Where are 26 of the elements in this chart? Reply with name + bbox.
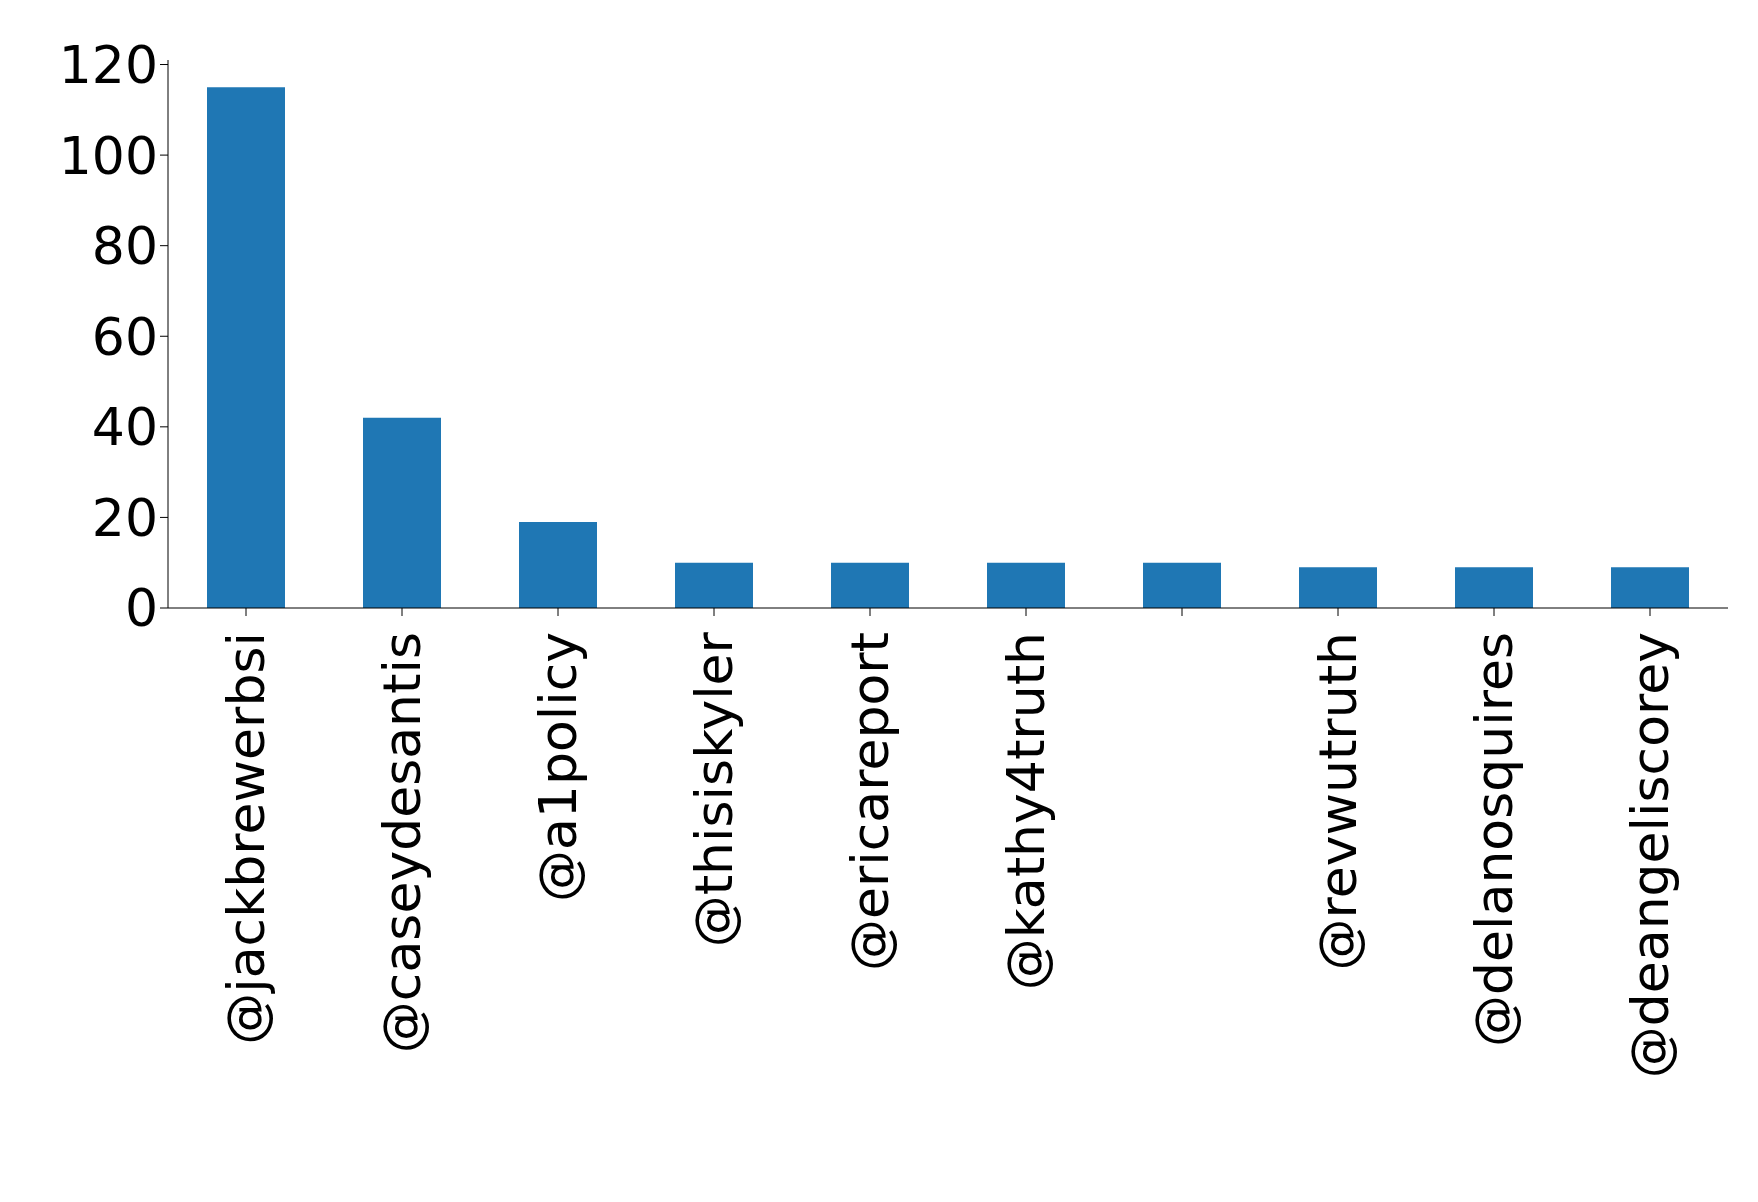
y-tick-label: 80: [91, 216, 158, 277]
x-tick-label: @jackbrewerbsi: [216, 632, 276, 1045]
x-tick-label: @deangeliscorey: [1620, 632, 1680, 1079]
bar: [1299, 567, 1377, 608]
bar: [1611, 567, 1689, 608]
bar: [675, 562, 753, 608]
y-tick-label: 100: [58, 125, 158, 186]
y-tick-label: 20: [91, 487, 158, 548]
bar: [987, 562, 1065, 608]
y-tick-label: 120: [58, 34, 158, 95]
x-tick-label: @revwutruth: [1308, 632, 1368, 971]
x-tick-label: @a1policy: [528, 632, 588, 903]
bar: [519, 521, 597, 608]
x-tick-label: @thisiskyler: [684, 631, 744, 948]
bar: [363, 417, 441, 608]
y-tick-label: 60: [91, 306, 158, 367]
bar: [1455, 567, 1533, 608]
x-tick-label: @kathy4truth: [996, 632, 1056, 991]
bar: [1143, 562, 1221, 608]
bar: [831, 562, 909, 608]
x-tick-label: @delanosquires: [1464, 632, 1524, 1047]
x-tick-label: @caseydesantis: [372, 632, 432, 1054]
y-tick-label: 40: [91, 397, 158, 458]
x-tick-label: @ericareport: [840, 632, 900, 972]
y-tick-label: 0: [124, 578, 158, 639]
bar: [207, 87, 285, 608]
